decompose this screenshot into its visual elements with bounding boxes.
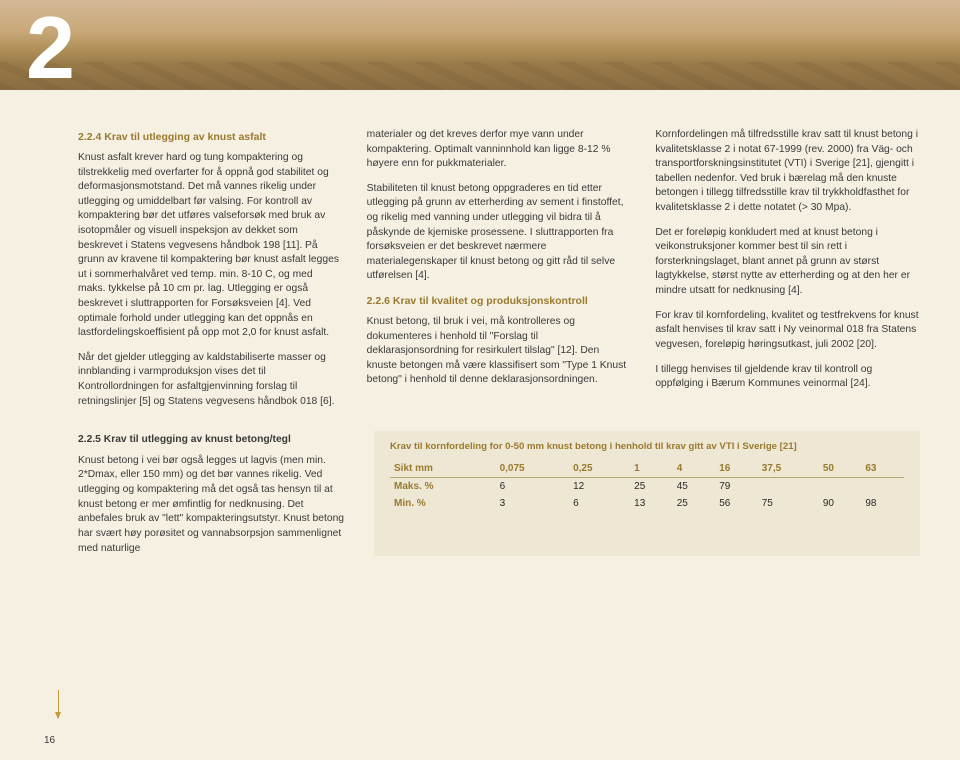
table-header-cell: 0,25 — [569, 460, 630, 478]
body-paragraph: Det er foreløpig konkludert med at knust… — [655, 226, 920, 299]
section-heading-225: 2.2.5 Krav til utlegging av knust betong… — [78, 433, 350, 448]
table-cell: Maks. % — [390, 478, 496, 496]
table-header-cell: 37,5 — [758, 460, 819, 478]
page-number: 16 — [44, 735, 55, 746]
continuation-arrow-icon — [58, 690, 59, 718]
table-cell: 12 — [569, 478, 630, 496]
body-paragraph: Knust asfalt krever hard og tung kompakt… — [78, 151, 343, 341]
lower-left-column: 2.2.5 Krav til utlegging av knust betong… — [78, 431, 350, 556]
table-cell: 75 — [758, 495, 819, 512]
body-paragraph: Kornfordelingen må tilfredsstille krav s… — [655, 128, 920, 216]
table-cell — [861, 478, 904, 496]
table-cell: 25 — [630, 478, 673, 496]
body-paragraph: Knust betong i vei bør også legges ut la… — [78, 454, 350, 556]
table-cell: 13 — [630, 495, 673, 512]
body-paragraph: I tillegg henvises til gjeldende krav ti… — [655, 363, 920, 392]
table-row: Min. %36132556759098 — [390, 495, 904, 512]
table-header-cell: 1 — [630, 460, 673, 478]
header-banner — [0, 0, 960, 90]
three-column-body: 2.2.4 Krav til utlegging av knust asfalt… — [78, 128, 920, 409]
chapter-number: 2 — [26, 4, 75, 92]
table-cell: 25 — [673, 495, 716, 512]
body-paragraph: Når det gjelder utlegging av kaldstabili… — [78, 351, 343, 409]
table-cell: 56 — [715, 495, 758, 512]
body-paragraph: For krav til kornfordeling, kvalitet og … — [655, 309, 920, 353]
table-row: Maks. %612254579 — [390, 478, 904, 496]
table-header-cell: 4 — [673, 460, 716, 478]
table-header-cell: 16 — [715, 460, 758, 478]
body-paragraph: materialer og det kreves derfor mye vann… — [367, 128, 632, 172]
table-caption: Krav til kornfordeling for 0-50 mm knust… — [390, 441, 904, 452]
sieve-table-box: Krav til kornfordeling for 0-50 mm knust… — [374, 431, 920, 556]
table-cell: 6 — [496, 478, 569, 496]
table-cell: 79 — [715, 478, 758, 496]
body-paragraph: Stabiliteten til knust betong oppgradere… — [367, 182, 632, 284]
table-cell — [819, 478, 862, 496]
table-cell: Min. % — [390, 495, 496, 512]
section-heading-226: 2.2.6 Krav til kvalitet og produksjonsko… — [367, 294, 632, 309]
page-content: 2.2.4 Krav til utlegging av knust asfalt… — [78, 128, 920, 556]
body-paragraph: Knust betong, til bruk i vei, må kontrol… — [367, 315, 632, 388]
table-header-cell: 63 — [861, 460, 904, 478]
table-cell: 3 — [496, 495, 569, 512]
table-cell: 98 — [861, 495, 904, 512]
table-cell: 90 — [819, 495, 862, 512]
lower-row: 2.2.5 Krav til utlegging av knust betong… — [78, 431, 920, 556]
table-header-cell: 50 — [819, 460, 862, 478]
table-cell — [758, 478, 819, 496]
table-cell: 6 — [569, 495, 630, 512]
table-cell: 45 — [673, 478, 716, 496]
sieve-table: Sikt mm0,0750,25141637,55063 Maks. %6122… — [390, 460, 904, 512]
section-heading-224: 2.2.4 Krav til utlegging av knust asfalt — [78, 130, 343, 145]
table-header-cell: 0,075 — [496, 460, 569, 478]
table-header-cell: Sikt mm — [390, 460, 496, 478]
